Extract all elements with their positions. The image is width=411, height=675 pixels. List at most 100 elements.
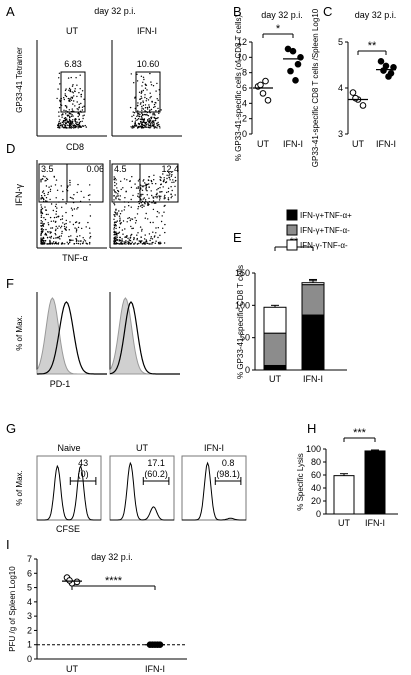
panel-d-event — [113, 228, 115, 230]
panel-a-event — [142, 76, 145, 79]
panel-a-event — [153, 113, 156, 115]
panel-d-event — [57, 242, 60, 244]
panel-d-event — [137, 232, 139, 234]
panel-d-event — [144, 199, 147, 201]
panel-d-event — [166, 191, 168, 194]
panel-d-event — [53, 175, 55, 178]
panel-letter-F: F — [6, 276, 14, 291]
panel-a-event — [157, 99, 159, 102]
panel-a-gate-value: 6.83 — [64, 59, 82, 69]
panel-d-event — [50, 220, 52, 222]
panel-d-event — [129, 219, 131, 222]
panel-d-event — [116, 212, 119, 214]
panel-d-event — [139, 226, 142, 228]
panel-a-event — [71, 108, 74, 110]
panel-b-point — [289, 47, 297, 55]
panel-g-gate-value: 43 — [78, 458, 88, 468]
panel-d-event — [170, 197, 172, 199]
panel-d-event — [117, 232, 120, 234]
panel-d-event — [148, 197, 150, 199]
panel-d-gate — [66, 163, 104, 203]
panel-d-event — [76, 208, 78, 210]
panel-d-event — [43, 217, 45, 219]
panel-d-event — [118, 226, 121, 229]
panel-d-event — [113, 204, 116, 206]
panel-d-event — [120, 180, 122, 182]
panel-a-event — [141, 109, 143, 111]
panel-d-event — [143, 238, 146, 240]
panel-d-event — [170, 175, 173, 177]
panel-e-category-label: UT — [269, 374, 281, 384]
panel-d-event — [47, 243, 49, 245]
panel-d-event — [51, 243, 54, 245]
panel-d-event — [165, 181, 168, 183]
panel-d-event — [54, 232, 56, 235]
panel-d-event — [115, 227, 117, 230]
panel-d-event — [60, 235, 62, 237]
panel-a-event — [61, 121, 64, 124]
panel-a-event — [68, 87, 71, 90]
panel-a-event — [76, 124, 79, 126]
panel-d-event — [157, 227, 159, 229]
panel-d-event — [113, 224, 116, 226]
panel-d-event — [113, 218, 115, 220]
panel-d-event — [118, 210, 120, 212]
panel-d-event — [115, 239, 118, 241]
panel-d-event — [40, 211, 42, 213]
panel-a-event — [153, 127, 155, 129]
panel-a-event — [149, 97, 151, 99]
panel-d-event — [113, 243, 115, 245]
panel-d-event — [88, 227, 91, 229]
panel-a-event — [58, 126, 61, 128]
panel-d-event — [168, 171, 170, 174]
panel-d-event — [87, 221, 89, 224]
panel-d-event — [157, 241, 160, 244]
panel-e-bar — [263, 306, 287, 334]
panel-a-event — [66, 121, 69, 123]
panel-d-event — [42, 229, 45, 231]
panel-d-event — [153, 202, 155, 204]
panel-e-ylabel: % GP33-41-specific CD8 T cells — [236, 265, 245, 379]
panel-d-event — [160, 220, 163, 223]
panel-a-event — [64, 124, 67, 127]
panel-d-event — [57, 243, 59, 245]
panel-g-cfse-histogram — [37, 464, 101, 521]
panel-d-event — [41, 230, 43, 232]
panel-d-event — [137, 186, 139, 188]
panel-g-gate-paren: (98.1) — [216, 469, 240, 479]
panel-a-event — [73, 95, 75, 97]
panel-a-event — [149, 109, 151, 111]
panel-e-ytick-label: 50 — [240, 333, 250, 343]
panel-a-event — [136, 114, 139, 116]
panel-a-event — [141, 117, 143, 119]
panel-d-event — [159, 197, 161, 199]
panel-g-plot-title: IFN-I — [204, 443, 224, 453]
panel-d-event — [122, 233, 124, 235]
panel-a-event — [57, 123, 59, 126]
panel-d-event — [54, 184, 57, 186]
panel-d-event — [127, 217, 129, 220]
panel-a-event — [144, 96, 146, 99]
panel-d-event — [144, 243, 147, 245]
panel-d-event — [115, 213, 117, 215]
panel-d-event — [89, 243, 91, 245]
panel-d-event — [40, 195, 43, 197]
panel-d-event — [47, 231, 49, 233]
panel-d-event — [61, 215, 64, 217]
panel-a-event — [140, 75, 143, 78]
panel-d-event — [73, 194, 75, 196]
panel-a-event — [151, 120, 154, 123]
panel-d-event — [154, 235, 156, 237]
panel-a-event — [147, 123, 149, 125]
panel-d-event — [89, 204, 91, 206]
panel-a-event — [63, 98, 65, 101]
panel-d-event — [57, 227, 59, 229]
panel-d-event — [137, 208, 139, 210]
panel-d-event — [44, 194, 46, 197]
panel-a-event — [78, 103, 80, 106]
panel-d-event — [61, 232, 63, 235]
panel-a-event — [132, 111, 134, 113]
panel-d-event — [40, 238, 42, 241]
panel-d-event — [166, 177, 168, 180]
panel-d-event — [116, 220, 119, 222]
